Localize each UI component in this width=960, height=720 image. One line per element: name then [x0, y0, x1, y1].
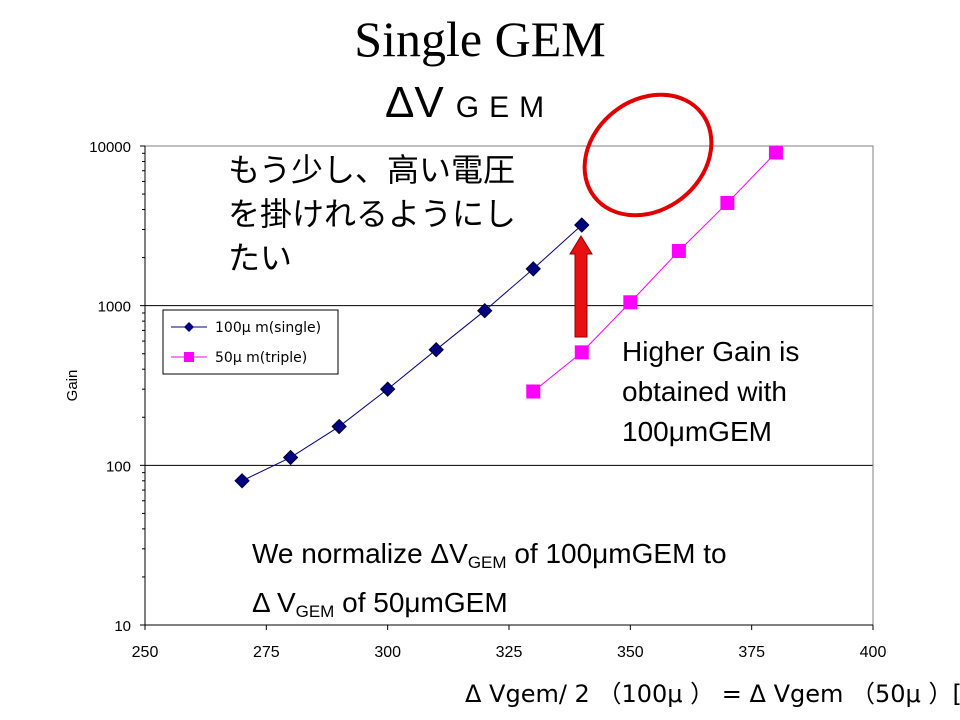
data-point-square	[720, 195, 735, 210]
subtitle-subscript: GEM	[455, 91, 555, 124]
y-axis-label: Gain	[64, 370, 81, 402]
data-point-diamond	[379, 381, 396, 397]
gain-note-line-2: obtained with	[622, 376, 788, 407]
y-tick-label: 100	[106, 458, 131, 475]
data-point-diamond	[525, 261, 541, 277]
japanese-note-line-1: もう少し、高い電圧	[228, 151, 516, 189]
x-tick-label: 300	[374, 644, 401, 661]
japanese-note: もう少し、高い電圧 を掛けれるようにし たい	[228, 148, 516, 280]
data-point-square	[574, 345, 589, 360]
series-line-1	[241, 224, 583, 482]
legend-box	[162, 309, 339, 375]
highlight-ellipse	[582, 92, 714, 218]
gain-note-line-3: 100μmGEM	[622, 416, 772, 447]
legend-marker-diamond	[184, 322, 194, 332]
normalize-note-line-1: We normalize ΔVGEM of 100μmGEM to	[252, 538, 727, 572]
gain-note-line-1: Higher Gain is	[622, 336, 800, 367]
gain-note: Higher Gain is obtained with 100μmGEM	[622, 332, 799, 452]
legend-label: 100μ m(single)	[215, 320, 321, 336]
y-tick-label: 10000	[89, 139, 131, 156]
data-point-square	[526, 384, 541, 399]
data-point-diamond	[282, 449, 299, 466]
japanese-note-line-2: を掛けれるようにし	[228, 195, 517, 233]
series-line-2	[532, 152, 777, 392]
x-tick-label: 250	[132, 644, 159, 661]
normalize-note-line-2: Δ VGEM of 50μmGEM	[252, 587, 508, 621]
legend-marker-square	[184, 352, 194, 362]
normalize-note: We normalize ΔVGEM of 100μmGEM to Δ VGEM…	[252, 534, 727, 632]
data-point-diamond	[477, 302, 493, 319]
data-point-diamond	[331, 418, 347, 435]
data-point-diamond	[428, 341, 444, 358]
japanese-note-line-3: たい	[228, 239, 293, 277]
x-tick-label: 375	[738, 644, 765, 661]
x-tick-label: 400	[860, 644, 887, 661]
data-point-diamond	[234, 473, 250, 489]
x-tick-label: 325	[496, 644, 523, 661]
slide-title: Single GEM	[354, 11, 606, 67]
data-point-square	[671, 243, 686, 258]
y-tick-label: 10	[114, 618, 131, 635]
subtitle-symbol: ΔV	[385, 78, 444, 127]
data-point-square	[768, 145, 783, 160]
x-axis-label: Δ Vgem/ 2 （100μ ） = Δ Vgem （50μ ）[V]	[465, 680, 960, 708]
x-tick-label: 275	[253, 644, 280, 661]
data-point-diamond	[574, 217, 590, 233]
slide-subtitle: ΔV GEM	[385, 78, 554, 133]
up-arrow-icon	[569, 235, 593, 338]
x-tick-label: 350	[617, 644, 644, 661]
y-tick-label: 1000	[98, 299, 131, 316]
data-point-square	[623, 295, 638, 310]
legend-label: 50μ m(triple)	[215, 350, 307, 366]
